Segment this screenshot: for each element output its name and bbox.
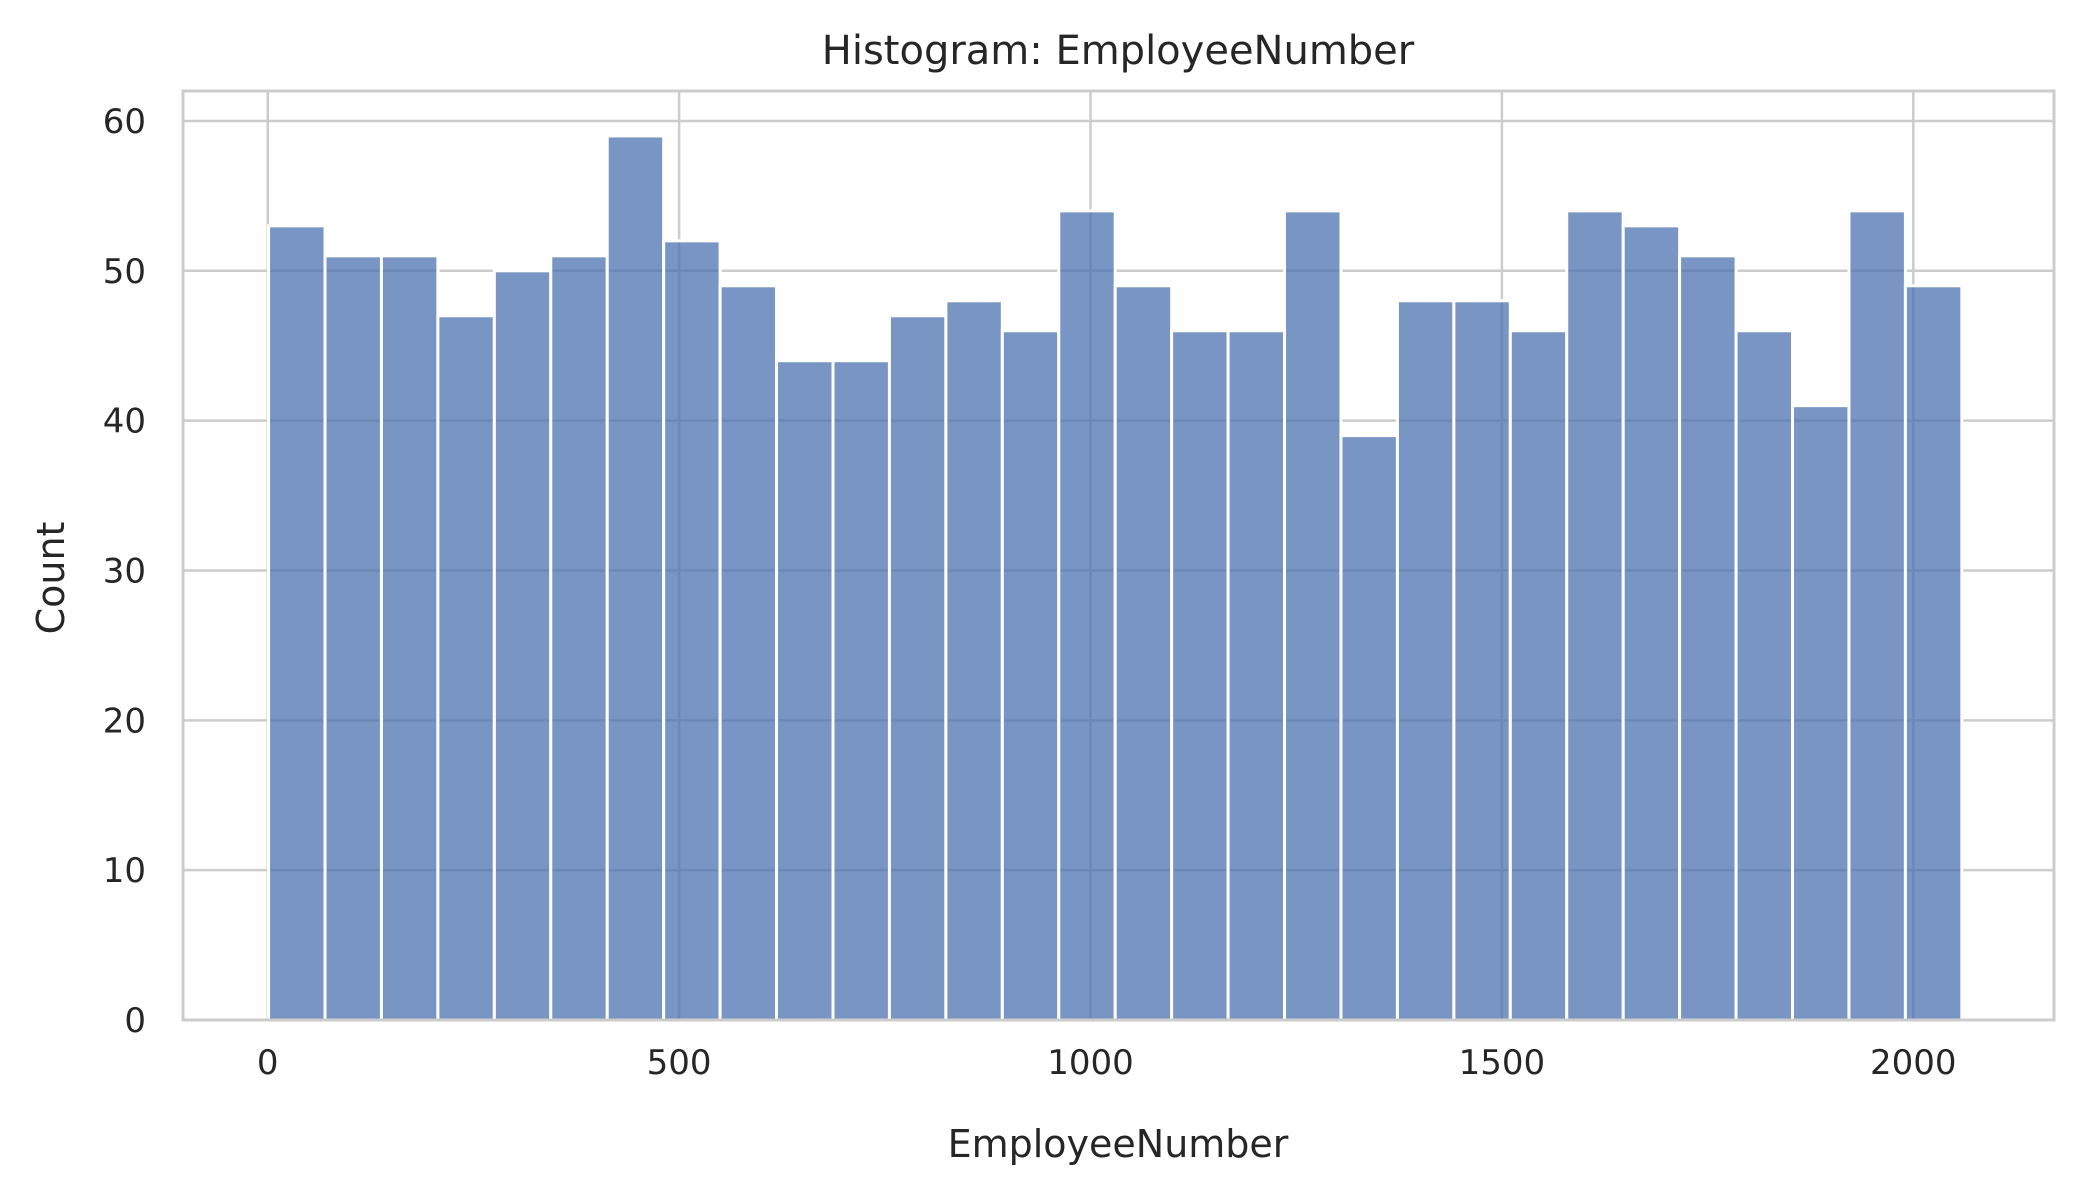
histogram-bar	[775, 359, 835, 1022]
histogram-bar	[1903, 284, 1964, 1022]
x-tick-label: 1000	[1047, 1043, 1134, 1083]
histogram-bar	[323, 254, 383, 1022]
x-axis-title: EmployeeNumber	[948, 1122, 1289, 1166]
histogram-bar	[1057, 209, 1117, 1022]
histogram-bar	[1508, 329, 1569, 1022]
histogram-bar	[1170, 329, 1230, 1022]
histogram-bar	[549, 254, 609, 1022]
histogram-bar	[944, 299, 1004, 1022]
histogram-bar	[887, 314, 948, 1022]
histogram-bar	[1226, 329, 1287, 1022]
histogram-bar	[267, 224, 327, 1022]
histogram-bar	[831, 359, 891, 1022]
x-tick-labels: 0 500 1000 1500 2000	[257, 1043, 1957, 1083]
y-tick-label: 10	[103, 851, 146, 891]
y-tick-label: 20	[103, 701, 146, 741]
histogram-bar	[1395, 299, 1456, 1022]
x-tick-label: 0	[257, 1043, 279, 1083]
y-axis-title: Count	[29, 522, 73, 635]
y-tick-label: 50	[103, 252, 146, 292]
histogram-bar	[1565, 209, 1625, 1022]
histogram-bar	[436, 314, 496, 1022]
histogram-bar	[1113, 284, 1174, 1022]
histogram-bar	[379, 254, 440, 1022]
y-tick-label: 40	[103, 402, 146, 442]
histogram-bar	[1847, 209, 1907, 1022]
histogram-bar	[1000, 329, 1061, 1022]
histogram-bar	[1734, 329, 1795, 1022]
histogram-bar	[492, 269, 553, 1022]
histogram-bar	[662, 239, 722, 1022]
plot-frame	[181, 89, 2056, 1022]
histogram-bar	[605, 134, 666, 1022]
x-tick-label: 500	[647, 1043, 712, 1083]
y-tick-label: 0	[124, 1001, 146, 1041]
histogram-bar	[1283, 209, 1343, 1022]
histogram-bar	[1791, 404, 1851, 1022]
histogram-bar	[1452, 299, 1512, 1022]
y-tick-label: 60	[103, 102, 146, 142]
histogram-bar	[1678, 254, 1738, 1022]
histogram-bars	[267, 134, 1964, 1022]
histogram-bar	[1621, 224, 1682, 1022]
x-tick-label: 2000	[1870, 1043, 1957, 1083]
x-tick-label: 1500	[1459, 1043, 1546, 1083]
histogram-bar	[1339, 434, 1399, 1022]
y-tick-label: 30	[103, 551, 146, 591]
chart-title: Histogram: EmployeeNumber	[822, 28, 1415, 74]
histogram-bar	[718, 284, 779, 1022]
y-tick-labels: 0 10 20 30 40 50 60	[103, 102, 146, 1041]
